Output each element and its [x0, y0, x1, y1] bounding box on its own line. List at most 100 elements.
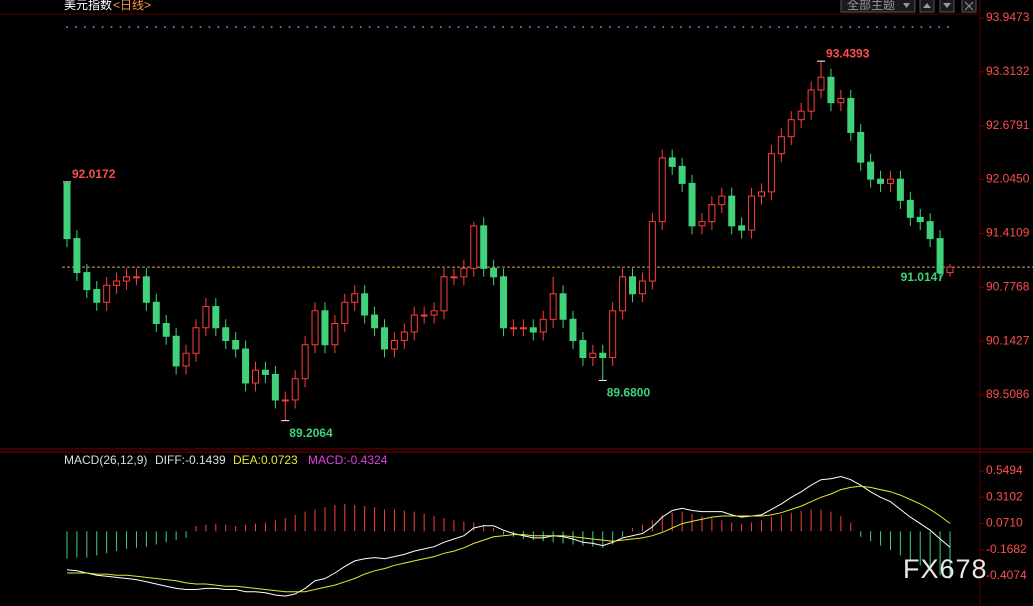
dot	[199, 26, 202, 28]
candle-body	[867, 161, 875, 180]
y-tick-label: 90.7768	[986, 279, 1030, 293]
dot	[635, 26, 638, 28]
annotation-label: 89.2064	[289, 426, 333, 440]
dot	[546, 26, 549, 28]
candle-body	[698, 221, 706, 227]
dot	[163, 26, 166, 28]
candle-body	[519, 327, 527, 330]
macd-line	[66, 475, 951, 597]
dot	[591, 26, 594, 28]
candle-body	[291, 378, 299, 401]
candle-body	[619, 276, 627, 312]
candle-body	[668, 157, 676, 167]
dot	[884, 26, 887, 28]
y-tick-label: 92.0450	[986, 172, 1030, 186]
candle-body	[192, 327, 200, 354]
candle-body	[817, 76, 825, 91]
dot	[706, 26, 709, 28]
candle-body	[906, 199, 914, 218]
candle-body	[767, 153, 775, 193]
dot	[208, 26, 211, 28]
candle-body	[440, 276, 448, 312]
dot	[564, 26, 567, 28]
dot	[608, 26, 611, 28]
candle-body	[232, 340, 240, 350]
y-tick-label: 93.3132	[986, 64, 1030, 78]
macd-line	[67, 485, 951, 593]
dot	[217, 26, 220, 28]
dot	[119, 26, 122, 28]
dot	[751, 26, 754, 28]
dot	[493, 26, 496, 28]
dot	[137, 26, 140, 28]
dot	[920, 26, 923, 28]
candle-body	[182, 352, 190, 367]
dropdown-icon[interactable]	[903, 3, 910, 8]
dot	[511, 26, 513, 28]
candle-body	[301, 344, 309, 380]
candle-body	[410, 314, 418, 333]
candle-body	[351, 293, 359, 303]
dot	[297, 26, 300, 28]
candle-body	[847, 97, 855, 133]
theme-button[interactable]	[840, 0, 916, 13]
dot	[947, 26, 950, 28]
dot	[867, 26, 869, 28]
dot	[938, 26, 941, 28]
candle-body	[480, 225, 488, 269]
candle-body	[500, 276, 508, 329]
dot	[66, 26, 68, 28]
dot	[724, 26, 727, 28]
candle-body	[549, 293, 557, 320]
candle-body	[629, 276, 637, 295]
theme-button-label[interactable]: 全部主题	[847, 0, 895, 12]
dot	[341, 26, 344, 28]
candle-body	[688, 182, 696, 227]
dot	[795, 26, 798, 28]
dot	[502, 26, 505, 28]
dot	[733, 26, 736, 28]
dot	[680, 26, 683, 28]
dot	[537, 26, 540, 28]
dot	[83, 26, 86, 28]
candle-body	[390, 340, 398, 350]
dot	[893, 26, 896, 28]
candle-body	[271, 373, 279, 401]
candle-body	[371, 314, 379, 329]
candle-body	[321, 310, 329, 346]
dot	[778, 26, 780, 28]
candle-body	[83, 272, 91, 291]
dot	[359, 26, 362, 28]
dot	[110, 26, 113, 28]
dot	[261, 26, 264, 28]
dot	[128, 26, 131, 28]
candle-body	[172, 335, 180, 367]
candle-body	[123, 276, 131, 282]
candle-body	[152, 301, 160, 325]
candle-body	[331, 323, 339, 346]
dot	[181, 26, 184, 28]
dot	[386, 26, 389, 28]
dot	[760, 26, 763, 28]
dot	[555, 26, 558, 28]
dot	[644, 26, 647, 28]
dot	[439, 26, 442, 28]
chart-title: 美元指数	[64, 0, 112, 12]
up-icon	[923, 3, 931, 8]
candle-body	[380, 327, 388, 350]
candle-body	[460, 267, 468, 278]
legend-dea: DEA:0.0723	[233, 453, 298, 467]
y-tick-label: 91.4109	[986, 226, 1030, 240]
dot	[662, 26, 665, 28]
dot	[769, 26, 772, 28]
dot	[742, 26, 745, 28]
dot	[146, 26, 149, 28]
dot	[840, 26, 843, 28]
candle-body	[73, 238, 81, 274]
candle-body	[638, 280, 646, 295]
candle-body	[936, 238, 944, 274]
dot	[902, 26, 905, 28]
dot	[172, 26, 175, 28]
